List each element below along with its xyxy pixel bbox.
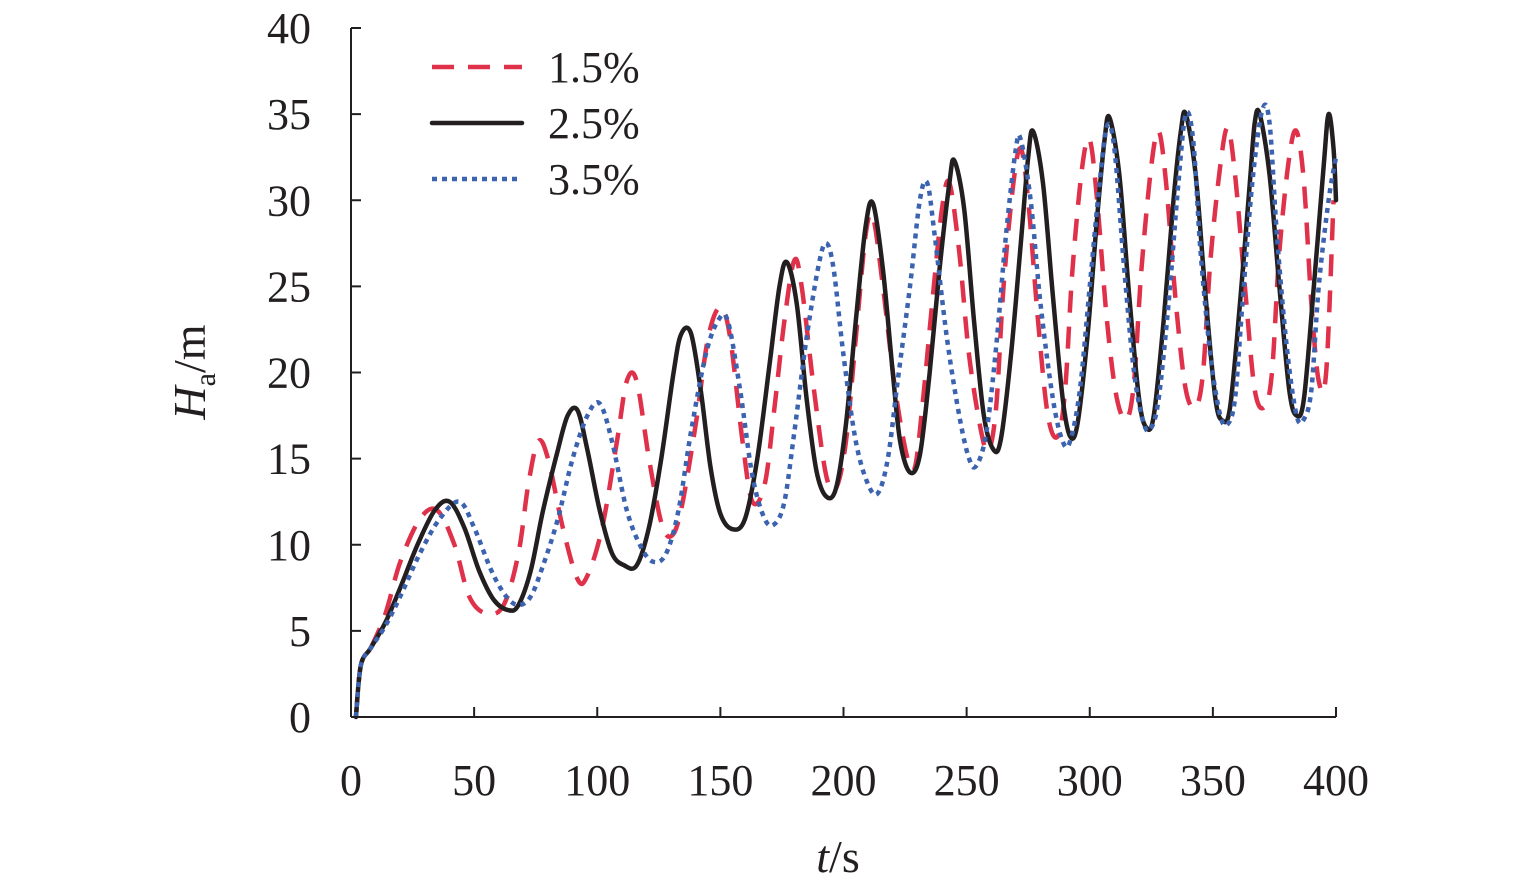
y-ticks: 0 5 10 15 20 25 30 35 40 [267,4,361,742]
x-tick-label: 300 [1057,756,1123,805]
x-axis-title-unit: /s [829,831,860,882]
y-tick-label: 10 [267,521,311,570]
y-tick-label: 40 [267,4,311,53]
x-tick-label: 200 [811,756,877,805]
y-tick-label: 25 [267,262,311,311]
legend: 1.5% 2.5% 3.5% [429,43,640,204]
series-line-3 [353,102,1339,718]
y-axis-title-unit: /m [164,324,215,373]
x-axis-title: t/s [816,831,859,882]
x-ticks: 0 50 100 150 200 250 300 350 400 [340,707,1369,805]
y-tick-label: 20 [267,349,311,398]
legend-label-3: 3.5% [548,155,640,204]
x-tick-label: 50 [452,756,496,805]
x-tick-label: 250 [934,756,1000,805]
x-tick-label: 400 [1303,756,1369,805]
y-tick-label: 5 [289,607,311,656]
y-tick-label: 0 [289,693,311,742]
y-axis-title-sub: a [189,373,222,386]
legend-label-2: 2.5% [548,99,640,148]
legend-label-1: 1.5% [548,43,640,92]
y-tick-label: 15 [267,435,311,484]
y-axis-title: Ha/m [164,324,222,420]
x-tick-label: 100 [564,756,630,805]
x-tick-label: 350 [1180,756,1246,805]
x-axis-title-var: t [816,831,830,882]
series-layer [353,102,1339,720]
x-tick-label: 150 [687,756,753,805]
series-line-2 [353,107,1339,720]
x-tick-label: 0 [340,756,362,805]
y-tick-label: 35 [267,90,311,139]
y-tick-label: 30 [267,176,311,225]
series-line-1 [353,125,1336,718]
y-axis-title-var: H [164,384,215,421]
